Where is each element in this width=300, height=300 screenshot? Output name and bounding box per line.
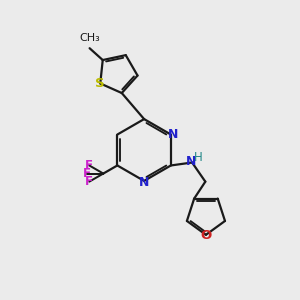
Text: O: O [200,230,211,242]
Text: CH₃: CH₃ [79,33,100,43]
Text: S: S [95,77,105,90]
Text: F: F [85,175,93,188]
Text: F: F [85,159,93,172]
Text: H: H [194,151,203,164]
Text: N: N [186,155,197,168]
Text: N: N [139,176,149,189]
Text: N: N [167,128,178,141]
Text: F: F [83,167,91,180]
